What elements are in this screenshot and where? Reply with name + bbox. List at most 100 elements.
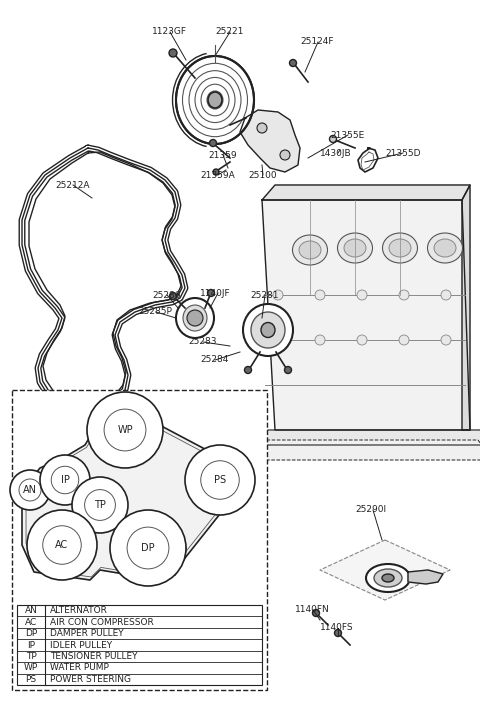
Text: AN: AN xyxy=(24,606,37,615)
Circle shape xyxy=(273,290,283,300)
Ellipse shape xyxy=(207,91,223,109)
Ellipse shape xyxy=(299,241,321,259)
Circle shape xyxy=(169,49,177,57)
Ellipse shape xyxy=(428,233,463,263)
Circle shape xyxy=(104,409,146,451)
Text: 21359A: 21359A xyxy=(200,171,235,179)
Polygon shape xyxy=(240,430,480,445)
Text: PS: PS xyxy=(25,675,36,684)
Circle shape xyxy=(315,335,325,345)
Circle shape xyxy=(72,477,128,533)
Polygon shape xyxy=(358,148,378,172)
Text: PS: PS xyxy=(214,475,226,485)
Polygon shape xyxy=(320,540,450,600)
Circle shape xyxy=(51,466,79,494)
Circle shape xyxy=(329,136,336,143)
Polygon shape xyxy=(408,570,443,584)
Ellipse shape xyxy=(374,569,402,587)
Circle shape xyxy=(315,290,325,300)
Ellipse shape xyxy=(176,298,214,338)
Text: WP: WP xyxy=(117,425,133,435)
Circle shape xyxy=(289,60,297,67)
Text: 25286: 25286 xyxy=(152,290,180,299)
Text: 25284: 25284 xyxy=(200,356,228,364)
Text: 1123GF: 1123GF xyxy=(152,27,187,37)
Ellipse shape xyxy=(176,56,254,144)
Ellipse shape xyxy=(182,63,248,136)
Text: WATER PUMP: WATER PUMP xyxy=(50,664,109,672)
Circle shape xyxy=(280,150,290,160)
Ellipse shape xyxy=(195,77,235,122)
Text: 25212A: 25212A xyxy=(55,181,89,190)
Ellipse shape xyxy=(201,84,229,116)
Text: IP: IP xyxy=(27,640,35,650)
Circle shape xyxy=(399,290,409,300)
Ellipse shape xyxy=(208,92,222,108)
Ellipse shape xyxy=(251,312,285,348)
Text: TP: TP xyxy=(25,652,36,661)
Circle shape xyxy=(127,527,169,569)
Circle shape xyxy=(244,366,252,373)
Bar xyxy=(12,390,267,690)
Polygon shape xyxy=(262,200,470,430)
Text: 1140FN: 1140FN xyxy=(295,605,330,614)
Circle shape xyxy=(209,139,216,146)
Circle shape xyxy=(207,290,215,297)
Circle shape xyxy=(169,292,177,299)
Text: 25124F: 25124F xyxy=(300,37,334,46)
Text: DAMPER PULLEY: DAMPER PULLEY xyxy=(50,629,124,638)
Circle shape xyxy=(84,489,115,520)
Circle shape xyxy=(87,392,163,468)
Ellipse shape xyxy=(382,574,394,582)
Text: POWER STEERING: POWER STEERING xyxy=(50,675,131,684)
Circle shape xyxy=(19,479,41,501)
Polygon shape xyxy=(262,185,470,200)
Ellipse shape xyxy=(337,233,372,263)
Polygon shape xyxy=(215,440,480,460)
Circle shape xyxy=(335,629,341,636)
Text: 25290I: 25290I xyxy=(355,505,386,515)
Text: 25100: 25100 xyxy=(248,171,276,179)
Text: AC: AC xyxy=(25,618,37,626)
Text: AIR CON COMPRESSOR: AIR CON COMPRESSOR xyxy=(50,618,154,626)
Text: AN: AN xyxy=(23,485,37,495)
Circle shape xyxy=(399,335,409,345)
Ellipse shape xyxy=(243,304,293,356)
Text: IP: IP xyxy=(60,475,70,485)
Ellipse shape xyxy=(383,233,418,263)
Text: 25281: 25281 xyxy=(250,290,278,299)
Circle shape xyxy=(273,335,283,345)
Text: 25221: 25221 xyxy=(215,27,243,37)
Text: TP: TP xyxy=(94,500,106,510)
Circle shape xyxy=(257,123,267,133)
Text: 21355E: 21355E xyxy=(330,131,364,139)
Circle shape xyxy=(43,526,81,565)
Text: 21359: 21359 xyxy=(208,150,237,160)
Circle shape xyxy=(40,455,90,505)
Ellipse shape xyxy=(389,239,411,257)
Ellipse shape xyxy=(189,71,241,129)
Text: IDLER PULLEY: IDLER PULLEY xyxy=(50,640,112,650)
Circle shape xyxy=(285,366,291,373)
Circle shape xyxy=(27,510,97,580)
Text: DP: DP xyxy=(25,629,37,638)
Text: 1140JF: 1140JF xyxy=(200,288,230,297)
Ellipse shape xyxy=(366,564,410,592)
Circle shape xyxy=(201,460,239,499)
Text: TENSIONER PULLEY: TENSIONER PULLEY xyxy=(50,652,137,661)
Circle shape xyxy=(441,335,451,345)
Circle shape xyxy=(441,290,451,300)
Circle shape xyxy=(187,310,203,326)
Text: ALTERNATOR: ALTERNATOR xyxy=(50,606,108,615)
Text: 1430JB: 1430JB xyxy=(320,148,352,157)
Circle shape xyxy=(110,510,186,586)
Bar xyxy=(17,605,262,685)
Ellipse shape xyxy=(261,323,275,337)
Circle shape xyxy=(213,169,219,175)
Text: 21355D: 21355D xyxy=(385,148,420,157)
Polygon shape xyxy=(240,110,300,172)
Text: 1140FS: 1140FS xyxy=(320,624,354,633)
Text: WP: WP xyxy=(24,664,38,672)
Ellipse shape xyxy=(434,239,456,257)
Text: AC: AC xyxy=(55,540,69,550)
